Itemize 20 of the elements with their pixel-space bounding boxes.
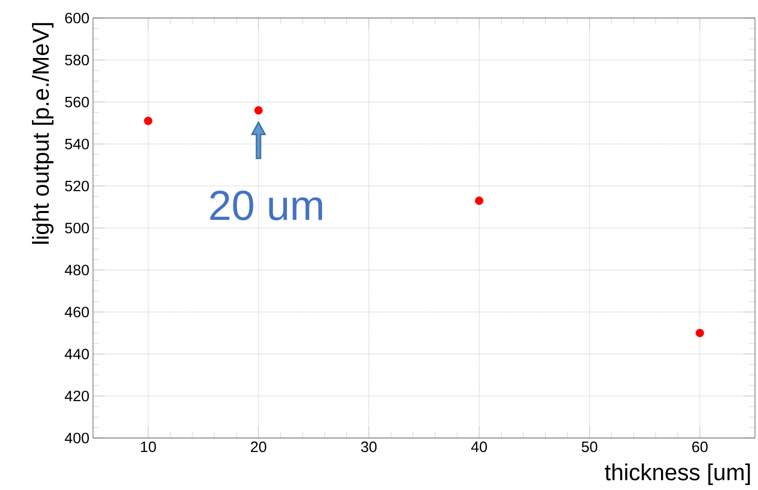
y-tick-label: 560 <box>65 96 89 108</box>
annotation: 20 um <box>210 190 322 220</box>
x-tick-label: 40 <box>471 442 487 452</box>
x-axis-title: thickness [um] <box>604 464 750 485</box>
y-tick-label: 400 <box>64 432 89 444</box>
x-tick-label: 10 <box>140 442 156 452</box>
y-tick-label: 580 <box>65 54 89 66</box>
y-tick-label: 500 <box>65 222 89 234</box>
y-axis-title: light output [p.e./MeV] <box>32 23 54 244</box>
y-tick-label: 460 <box>64 306 89 318</box>
x-tick-label: 20 <box>250 442 266 452</box>
y-tick-label: 520 <box>65 180 89 192</box>
y-tick-label: 540 <box>65 138 89 150</box>
y-tick-label: 440 <box>64 348 89 360</box>
y-tick-label: 600 <box>65 12 89 24</box>
x-tick-label: 50 <box>582 442 598 452</box>
x-tick-label: 30 <box>361 442 377 452</box>
x-tick-label: 60 <box>692 442 708 452</box>
y-tick-label: 480 <box>64 264 89 276</box>
y-tick-label: 420 <box>64 390 89 402</box>
